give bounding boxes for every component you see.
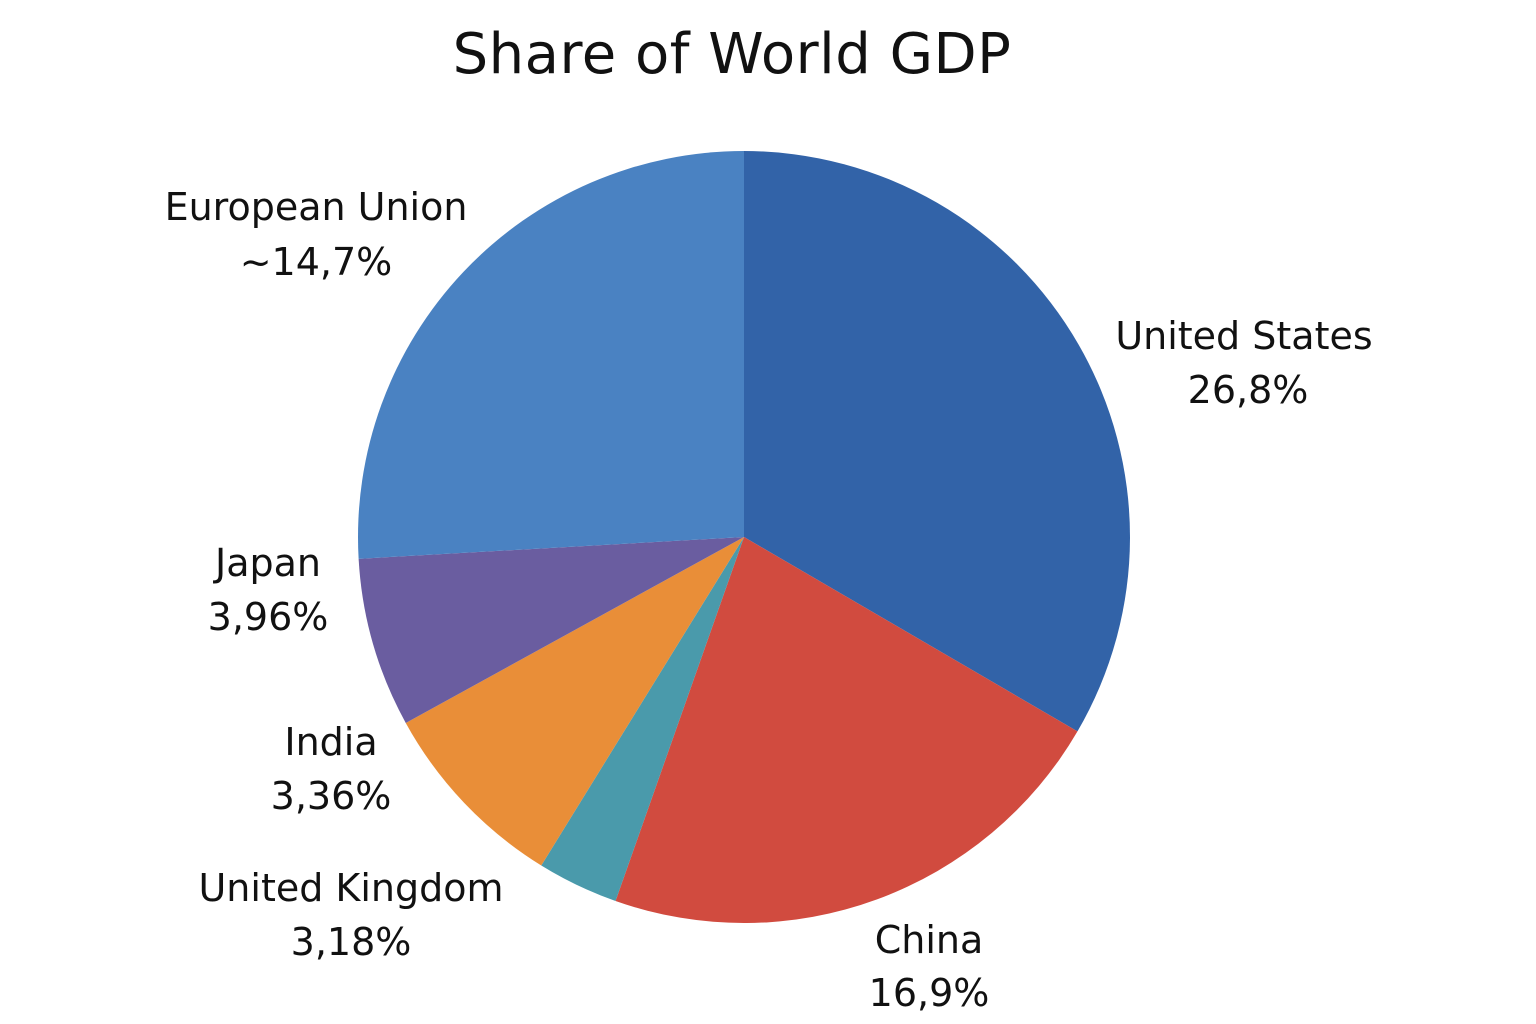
- label-china-value: 16,9%: [869, 971, 990, 1015]
- label-japan-value: 3,96%: [208, 595, 329, 639]
- slice-united-states: [744, 151, 1130, 732]
- chart-title: Share of World GDP: [452, 22, 1012, 87]
- slice-india: [405, 537, 744, 866]
- slice-japan: [358, 537, 744, 723]
- slice-european-union: [358, 151, 744, 559]
- label-china-name: China: [875, 918, 984, 962]
- label-india-value: 3,36%: [271, 774, 392, 818]
- pie-slices: [358, 151, 1130, 923]
- label-japan-name: Japan: [213, 541, 321, 585]
- label-united-kingdom-name: United Kingdom: [198, 866, 503, 910]
- label-united-states-value: 26,8%: [1188, 368, 1309, 412]
- slice-united-kingdom: [541, 537, 744, 901]
- label-india-name: India: [284, 720, 377, 764]
- label-european-union-name: European Union: [165, 185, 468, 229]
- slice-china: [615, 537, 1078, 923]
- label-united-states-name: United States: [1115, 314, 1372, 358]
- label-european-union-value: ~14,7%: [240, 240, 393, 284]
- label-united-kingdom-value: 3,18%: [291, 920, 412, 964]
